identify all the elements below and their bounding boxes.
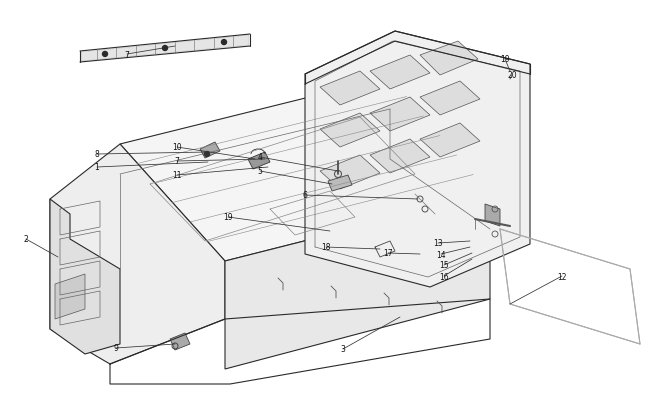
Circle shape [103,52,107,58]
Circle shape [162,47,168,51]
Polygon shape [370,56,430,90]
Polygon shape [420,82,480,116]
Text: 9: 9 [114,344,118,353]
Text: 16: 16 [439,272,448,281]
Polygon shape [225,194,490,369]
Text: 19: 19 [500,55,510,64]
Text: 12: 12 [557,272,567,281]
Text: 7: 7 [175,157,179,166]
Polygon shape [55,274,85,319]
Text: 6: 6 [302,191,307,200]
Polygon shape [370,140,430,174]
Text: 17: 17 [384,249,393,258]
Circle shape [222,40,226,45]
Text: 4: 4 [257,153,263,162]
Polygon shape [50,200,120,354]
Text: 18: 18 [321,243,331,252]
Polygon shape [328,175,352,192]
Text: 13: 13 [433,239,443,248]
Text: 1: 1 [95,163,99,172]
Polygon shape [370,98,430,132]
Text: 19: 19 [223,213,233,222]
Text: 2: 2 [23,235,29,244]
Text: 10: 10 [172,143,182,152]
Polygon shape [420,42,478,76]
Text: 3: 3 [341,345,345,354]
Polygon shape [248,153,270,170]
Polygon shape [200,143,220,159]
Text: 5: 5 [257,167,263,176]
Text: 15: 15 [439,261,448,270]
Text: 11: 11 [172,171,182,180]
Polygon shape [420,124,480,158]
Polygon shape [170,333,190,350]
Polygon shape [50,145,225,364]
Text: 8: 8 [95,150,99,159]
Polygon shape [305,32,530,287]
Polygon shape [320,72,380,106]
Text: 20: 20 [507,71,517,80]
Text: 7: 7 [125,50,129,60]
Text: 14: 14 [436,250,446,259]
Polygon shape [485,205,500,226]
Polygon shape [120,78,490,261]
Polygon shape [320,114,380,148]
Polygon shape [81,36,249,62]
Circle shape [205,152,209,157]
Polygon shape [320,156,380,190]
